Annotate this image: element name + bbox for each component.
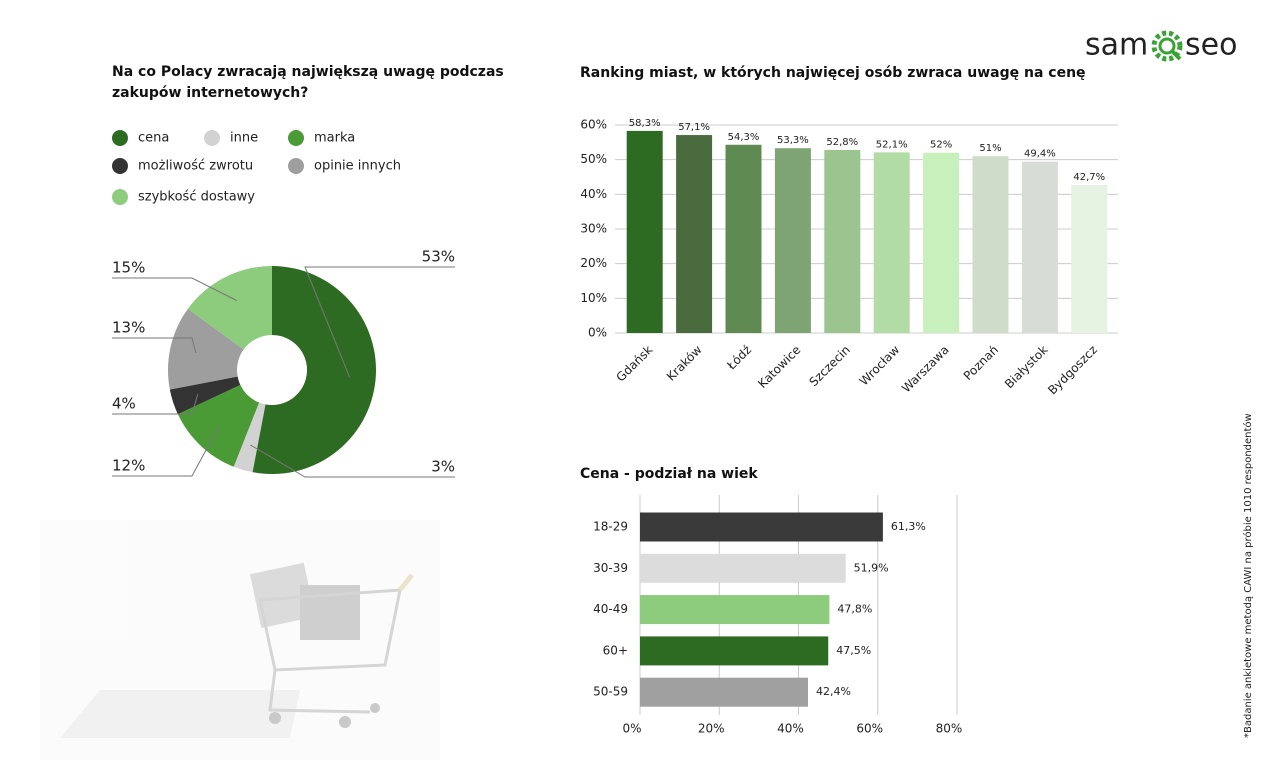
cart-illustration	[40, 520, 440, 760]
bar	[774, 148, 811, 333]
data-label: 53%	[422, 248, 455, 266]
data-label: 51%	[979, 143, 1001, 154]
legend-swatch	[204, 130, 220, 146]
leader-line	[112, 426, 220, 477]
y-tick-label: 10%	[580, 291, 607, 305]
chart-title: Ranking miast, w których najwięcej osób …	[580, 65, 1086, 81]
legend-label: marka	[314, 131, 355, 146]
x-tick-label: 20%	[698, 722, 725, 736]
x-tick-label: Poznań	[961, 343, 1001, 383]
data-label: 42,4%	[816, 685, 851, 698]
data-label: 13%	[112, 319, 145, 337]
bar	[640, 595, 830, 625]
logo-gear	[1151, 30, 1183, 62]
leader-line	[112, 393, 199, 415]
pie-slice	[169, 376, 241, 415]
legend-label: szybkość dostawy	[138, 190, 255, 205]
y-tick-label: 40-49	[593, 602, 628, 616]
logo-text: seo	[1185, 28, 1237, 63]
legend-label: inne	[230, 131, 258, 146]
bar	[873, 152, 910, 333]
x-tick-label: Katowice	[755, 343, 803, 391]
x-tick-label: 80%	[936, 722, 963, 736]
y-tick-label: 20%	[580, 256, 607, 270]
data-label: 49,4%	[1024, 149, 1056, 160]
x-tick-label: Warszawa	[899, 343, 952, 396]
y-tick-label: 60+	[603, 643, 628, 657]
data-label: 42,7%	[1073, 172, 1105, 183]
pie-slice	[187, 266, 272, 350]
y-tick-label: 30%	[580, 222, 607, 236]
legend-swatch	[112, 189, 128, 205]
bar	[1071, 184, 1108, 333]
x-tick-label: Szczecin	[806, 343, 852, 389]
y-tick-label: 60%	[580, 118, 607, 132]
y-tick-label: 50-59	[593, 685, 628, 699]
leader-line	[112, 277, 237, 301]
data-label: 54,3%	[728, 132, 760, 143]
leader-line	[249, 444, 455, 478]
data-label: 15%	[112, 259, 145, 277]
data-label: 52%	[930, 140, 952, 151]
data-label: 51,9%	[854, 561, 889, 574]
bar	[972, 156, 1009, 333]
leader-line	[112, 337, 197, 354]
y-tick-label: 50%	[580, 152, 607, 166]
data-label: 52,8%	[826, 137, 858, 148]
x-tick-label: Kraków	[664, 343, 705, 384]
logo-text: sam	[1085, 28, 1148, 63]
y-tick-label: 0%	[588, 326, 607, 340]
pie-slice	[233, 402, 266, 473]
pie-slice	[177, 384, 260, 467]
data-label: 52,1%	[876, 139, 908, 150]
bar	[626, 130, 663, 333]
legend-swatch	[112, 158, 128, 174]
chart-title: Cena - podział na wiek	[580, 466, 758, 482]
bar	[640, 512, 883, 542]
x-tick-label: Białystok	[1002, 343, 1051, 392]
bar	[676, 135, 713, 333]
bar	[923, 152, 960, 333]
x-tick-label: Wrocław	[857, 343, 903, 389]
legend-swatch	[288, 158, 304, 174]
data-label: 47,8%	[837, 603, 872, 616]
data-label: 3%	[431, 458, 455, 476]
data-label: 61,3%	[891, 520, 926, 533]
bar	[824, 149, 861, 333]
data-label: 47,5%	[836, 644, 871, 657]
y-tick-label: 30-39	[593, 561, 628, 575]
leader-line	[304, 266, 455, 378]
y-tick-label: 18-29	[593, 520, 628, 534]
bar	[640, 553, 846, 583]
bar	[725, 144, 762, 333]
x-tick-label: Bydgoszcz	[1045, 343, 1100, 398]
data-label: 57,1%	[678, 122, 710, 133]
x-tick-label: Gdańsk	[614, 343, 656, 385]
chart-title: Na co Polacy zwracają największą uwagę p…	[112, 64, 504, 101]
data-label: 58,3%	[629, 118, 661, 129]
legend-swatch	[288, 130, 304, 146]
pie-slice	[168, 308, 244, 390]
bar	[640, 636, 829, 666]
bar	[640, 677, 809, 707]
legend-label: możliwość zwrotu	[138, 159, 253, 174]
data-label: 53,3%	[777, 135, 809, 146]
legend-swatch	[112, 130, 128, 146]
legend-label: opinie innych	[314, 159, 401, 174]
footnote: *Badanie ankietowe metodą CAWI na próbie…	[1242, 413, 1254, 738]
legend-label: cena	[138, 131, 169, 146]
x-tick-label: 40%	[777, 722, 804, 736]
x-tick-label: Łódź	[724, 343, 754, 373]
data-label: 4%	[112, 395, 136, 413]
y-tick-label: 40%	[580, 187, 607, 201]
pie-slice	[252, 266, 377, 474]
x-tick-label: 60%	[856, 722, 883, 736]
data-label: 12%	[112, 457, 145, 475]
bar	[1021, 161, 1058, 333]
x-tick-label: 0%	[622, 722, 641, 736]
